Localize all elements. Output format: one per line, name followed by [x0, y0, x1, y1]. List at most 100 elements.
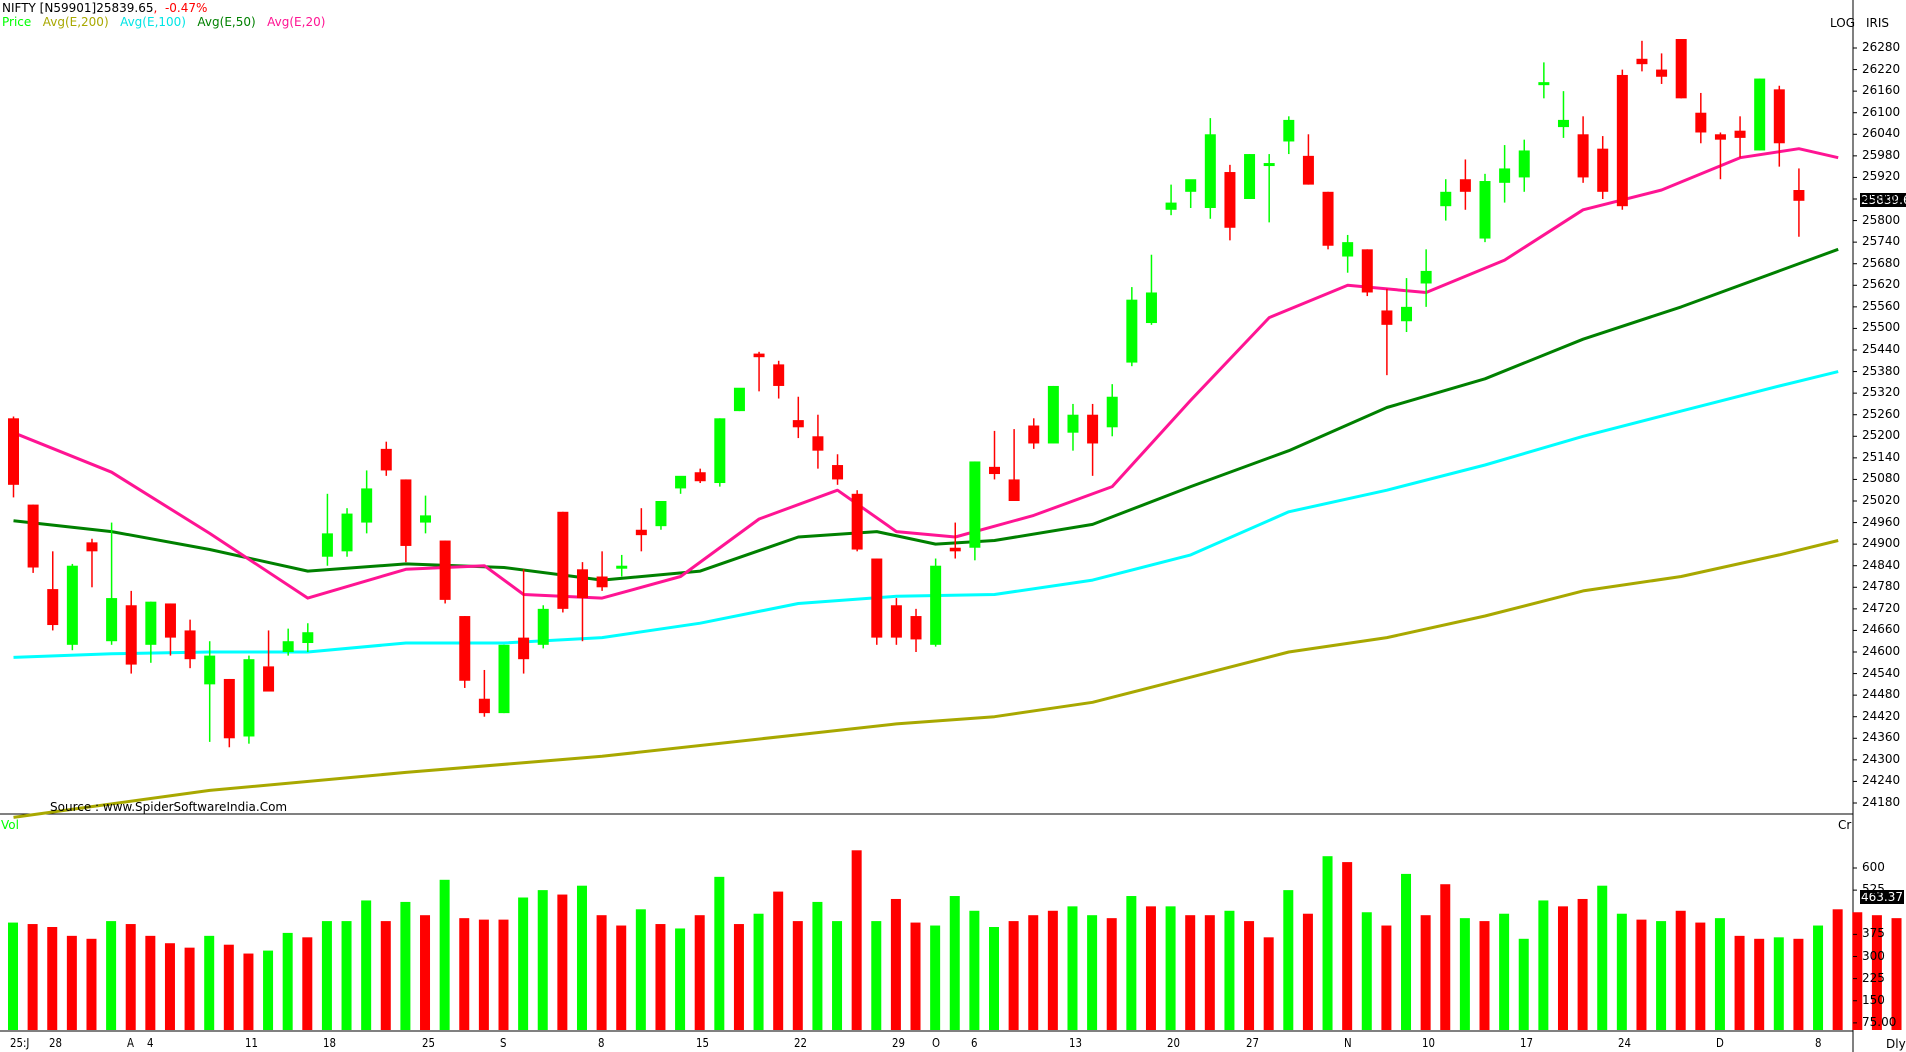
volume-bar[interactable]: [1028, 915, 1039, 1030]
volume-bar[interactable]: [1871, 915, 1882, 1030]
volume-bar[interactable]: [1577, 898, 1588, 1030]
candle-body[interactable]: [1616, 74, 1628, 207]
legend-ema200[interactable]: Avg(E,200): [42, 15, 109, 29]
legend-ema50[interactable]: Avg(E,50): [197, 15, 256, 29]
volume-bar[interactable]: [635, 909, 646, 1030]
volume-bar[interactable]: [1204, 915, 1215, 1030]
volume-bar[interactable]: [1087, 915, 1098, 1030]
volume-bar[interactable]: [8, 922, 18, 1030]
candle-body[interactable]: [1793, 190, 1805, 201]
candle-body[interactable]: [910, 616, 922, 640]
candle-body[interactable]: [1440, 191, 1452, 207]
volume-bar[interactable]: [596, 915, 607, 1030]
candle-body[interactable]: [733, 387, 745, 412]
volume-bar[interactable]: [851, 850, 862, 1030]
candle-body[interactable]: [1734, 130, 1746, 138]
volume-bar[interactable]: [1165, 906, 1176, 1030]
candle-body[interactable]: [1106, 396, 1118, 428]
candle-body[interactable]: [341, 513, 353, 552]
volume-bar[interactable]: [949, 896, 960, 1030]
candle-body[interactable]: [478, 698, 490, 714]
candle-body[interactable]: [773, 364, 785, 386]
candle-body[interactable]: [1538, 82, 1550, 86]
candle-body[interactable]: [1479, 181, 1491, 239]
candle-body[interactable]: [1185, 179, 1197, 192]
volume-bar[interactable]: [1656, 921, 1667, 1030]
volume-bar[interactable]: [1675, 910, 1686, 1030]
candle-body[interactable]: [969, 461, 981, 548]
timeframe-label[interactable]: Dly: [1886, 1037, 1906, 1051]
candle-body[interactable]: [302, 632, 314, 644]
volume-bar[interactable]: [478, 919, 489, 1030]
volume-bar[interactable]: [263, 950, 274, 1030]
candle-body[interactable]: [1695, 112, 1707, 133]
candle-body[interactable]: [1028, 425, 1040, 444]
volume-bar[interactable]: [1302, 913, 1313, 1030]
candle-body[interactable]: [1204, 134, 1216, 208]
candle-body[interactable]: [1656, 69, 1668, 77]
candle-body[interactable]: [949, 547, 961, 552]
candle-body[interactable]: [66, 565, 78, 645]
candle-body[interactable]: [86, 542, 98, 552]
candle-body[interactable]: [596, 576, 608, 588]
volume-bar[interactable]: [125, 924, 136, 1030]
candle-body[interactable]: [812, 436, 824, 451]
candle-body[interactable]: [1283, 119, 1295, 142]
candle-body[interactable]: [616, 565, 628, 569]
volume-bar[interactable]: [1224, 910, 1235, 1030]
volume-bar[interactable]: [733, 924, 744, 1030]
candle-body[interactable]: [1244, 154, 1256, 199]
volume-bar[interactable]: [27, 924, 38, 1030]
volume-bar[interactable]: [1263, 937, 1274, 1030]
volume-bar[interactable]: [1499, 913, 1510, 1030]
candle-body[interactable]: [1067, 414, 1079, 433]
candle-body[interactable]: [1322, 191, 1334, 246]
volume-bar[interactable]: [890, 898, 901, 1030]
volume-bar[interactable]: [616, 925, 627, 1030]
volume-bar[interactable]: [1538, 900, 1549, 1030]
candle-body[interactable]: [1459, 179, 1471, 192]
candle-body[interactable]: [439, 540, 451, 600]
volume-bar[interactable]: [1597, 885, 1608, 1030]
candle-body[interactable]: [1401, 306, 1413, 322]
legend-price[interactable]: Price: [2, 15, 32, 29]
volume-bar[interactable]: [1322, 856, 1333, 1030]
candle-body[interactable]: [890, 605, 902, 638]
candle-body[interactable]: [1714, 134, 1726, 140]
log-scale-toggle[interactable]: LOG: [1830, 16, 1856, 30]
volume-bar[interactable]: [1773, 937, 1784, 1030]
volume-bar[interactable]: [518, 897, 529, 1031]
volume-bar[interactable]: [145, 935, 156, 1030]
volume-bar[interactable]: [989, 927, 999, 1030]
volume-bar[interactable]: [86, 938, 97, 1030]
candle-body[interactable]: [1557, 119, 1569, 128]
candle-body[interactable]: [1754, 78, 1766, 151]
volume-bar[interactable]: [341, 921, 352, 1030]
volume-bar[interactable]: [1401, 873, 1412, 1030]
candle-body[interactable]: [1577, 134, 1589, 178]
candle-body[interactable]: [753, 353, 765, 358]
volume-bar[interactable]: [792, 921, 803, 1030]
candle-body[interactable]: [792, 420, 804, 428]
candle-body[interactable]: [930, 565, 942, 645]
volume-bar[interactable]: [400, 901, 411, 1030]
volume-bar[interactable]: [498, 919, 509, 1030]
candle-body[interactable]: [380, 448, 392, 471]
candle-body[interactable]: [989, 466, 1000, 475]
candle-body[interactable]: [576, 569, 588, 599]
candle-body[interactable]: [1224, 172, 1236, 228]
volume-bar[interactable]: [910, 922, 921, 1030]
candle-body[interactable]: [321, 533, 333, 557]
candle-body[interactable]: [851, 493, 863, 550]
volume-bar[interactable]: [1793, 938, 1804, 1030]
volume-bar[interactable]: [1518, 938, 1529, 1030]
volume-bar[interactable]: [1734, 935, 1745, 1030]
volume-bar[interactable]: [1047, 910, 1058, 1030]
candle-body[interactable]: [1518, 150, 1530, 178]
volume-bar[interactable]: [655, 924, 666, 1030]
candle-body[interactable]: [243, 659, 255, 737]
legend-ema20[interactable]: Avg(E,20): [267, 15, 326, 29]
volume-bar[interactable]: [694, 915, 705, 1030]
candle-body[interactable]: [832, 465, 844, 480]
